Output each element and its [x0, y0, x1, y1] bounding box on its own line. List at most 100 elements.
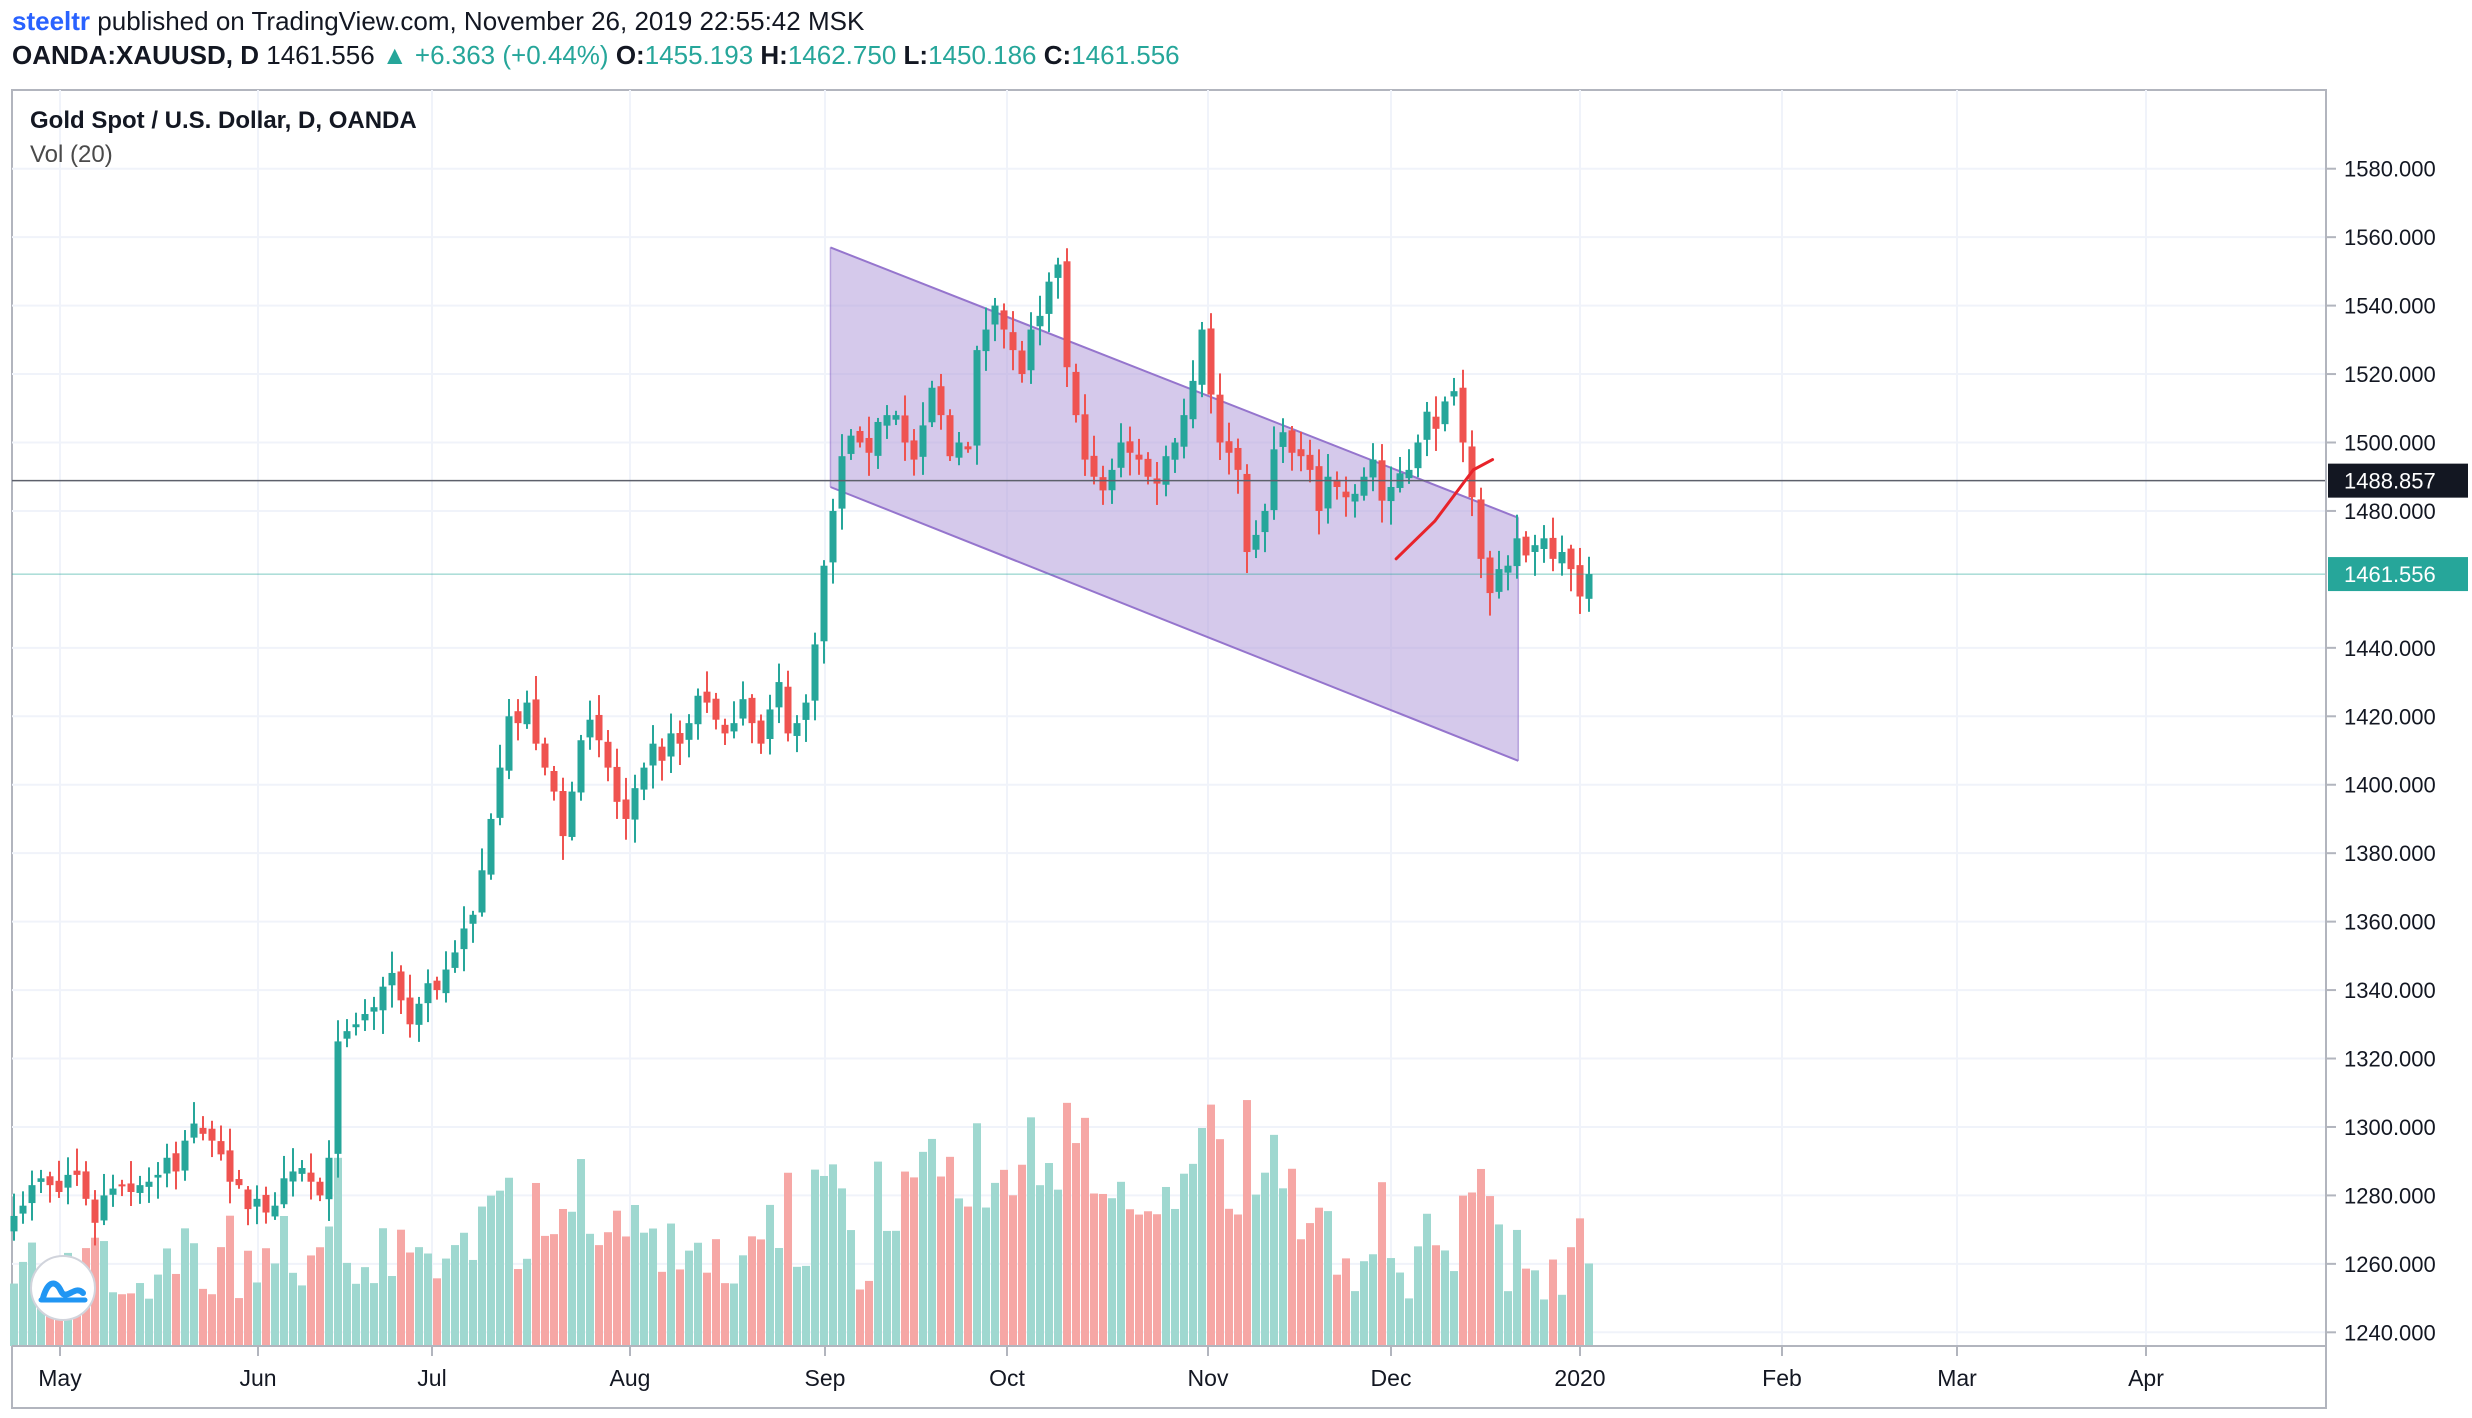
- candle-body: [1036, 315, 1044, 327]
- author-link[interactable]: steeltr: [12, 6, 91, 36]
- candle-body: [406, 997, 414, 1025]
- volume-bar: [226, 1215, 234, 1346]
- candle-body: [991, 305, 999, 325]
- volume-bar: [244, 1250, 252, 1346]
- last-price: 1461.556: [266, 40, 375, 70]
- candle-body: [1198, 329, 1206, 385]
- open-label: O:: [615, 40, 645, 70]
- volume-bar: [1567, 1247, 1575, 1346]
- candle-body: [928, 387, 936, 423]
- candle-body: [676, 733, 684, 744]
- candle-body: [559, 791, 567, 837]
- parallel-channel[interactable]: [829, 246, 1520, 762]
- volume-bar: [1198, 1128, 1206, 1346]
- volume-bar: [1027, 1117, 1035, 1346]
- candle-body: [1549, 537, 1557, 559]
- candle-body: [1045, 281, 1053, 314]
- candle-body: [1297, 449, 1305, 457]
- candle-body: [505, 716, 513, 771]
- volume-bar: [856, 1289, 864, 1346]
- candle-body: [721, 724, 729, 734]
- candle-body: [1369, 459, 1377, 478]
- volume-bar: [1018, 1164, 1026, 1346]
- volume-bar: [1495, 1224, 1503, 1346]
- high-value: 1462.750: [787, 40, 897, 70]
- volume-bar: [1207, 1104, 1215, 1346]
- volume-bar: [1180, 1173, 1188, 1346]
- volume-bar: [73, 1302, 81, 1346]
- price-change: +6.363 (+0.44%): [414, 40, 609, 70]
- crosshair-price-tag: [2328, 463, 2468, 498]
- volume-bar: [1261, 1172, 1269, 1346]
- volume-bar: [730, 1283, 738, 1346]
- candle-body: [910, 440, 918, 460]
- candle-body: [1495, 569, 1503, 592]
- volume-bar: [910, 1177, 918, 1346]
- candle-body: [1162, 456, 1170, 485]
- candle-body: [469, 914, 477, 924]
- candle-body: [1225, 441, 1233, 453]
- volume-bar: [613, 1210, 621, 1346]
- candle-body: [460, 928, 468, 950]
- volume-bar: [1387, 1258, 1395, 1346]
- volume-bar: [1315, 1207, 1323, 1346]
- candle-body: [55, 1180, 63, 1192]
- price-tick-label: 1340.000: [2344, 978, 2436, 1003]
- volume-bar: [496, 1190, 504, 1346]
- candle-body: [829, 510, 837, 563]
- candle-body: [352, 1024, 360, 1028]
- volume-bar: [1252, 1194, 1260, 1346]
- candle-body: [1000, 310, 1008, 330]
- volume-bar: [568, 1211, 576, 1346]
- volume-bar: [1324, 1211, 1332, 1346]
- candle-body: [1099, 477, 1107, 491]
- low-label: L:: [903, 40, 929, 70]
- candle-body: [154, 1174, 162, 1178]
- candle-body: [1333, 479, 1341, 487]
- legend-volume: Vol (20): [30, 141, 113, 168]
- volume-bar: [1279, 1188, 1287, 1346]
- volume-bar: [1288, 1168, 1296, 1346]
- volume-bar: [712, 1239, 720, 1346]
- candle-body: [1351, 493, 1359, 502]
- volume-bar: [289, 1272, 297, 1346]
- candle-body: [1261, 510, 1269, 533]
- volume-bar: [739, 1255, 747, 1346]
- candle-body: [298, 1168, 306, 1174]
- projection-drawing[interactable]: [1394, 458, 1495, 561]
- volume-bar: [199, 1288, 207, 1346]
- candle-body: [1342, 491, 1350, 498]
- candle-body: [280, 1178, 288, 1205]
- time-tick-label: Aug: [610, 1365, 651, 1391]
- candle-body: [1360, 476, 1368, 496]
- tradingview-logo-icon[interactable]: [30, 1255, 96, 1321]
- volume-bar: [379, 1228, 387, 1346]
- volume-bar: [10, 1283, 18, 1346]
- volume-bar: [1126, 1209, 1134, 1346]
- candle-body: [64, 1174, 72, 1188]
- volume-bar: [604, 1232, 612, 1346]
- time-axis[interactable]: May Jun Jul Aug Sep Oct Nov Dec 2020 Feb Mar Apr: [38, 1346, 2164, 1391]
- volume-bar: [1099, 1193, 1107, 1346]
- volume-bar: [1522, 1268, 1530, 1346]
- price-axis[interactable]: 1580.000 1560.000 1540.000 1520.000 1500.000…: [2326, 157, 2436, 1346]
- candle-body: [1090, 455, 1098, 477]
- candle-body: [1306, 454, 1314, 470]
- price-tick-label: 1480.000: [2344, 499, 2436, 524]
- candle-body: [478, 870, 486, 913]
- time-tick-label: Feb: [1762, 1365, 1802, 1391]
- candle-body: [1423, 411, 1431, 440]
- candle-body: [865, 437, 873, 453]
- candle-body: [631, 788, 639, 820]
- candle-body: [1288, 430, 1296, 453]
- volume-bar: [1189, 1163, 1197, 1346]
- time-tick-label: Mar: [1937, 1365, 1977, 1391]
- volume-bar: [334, 1157, 342, 1346]
- volume-bar: [694, 1242, 702, 1346]
- candle-body: [289, 1171, 297, 1182]
- candle-body: [1063, 261, 1071, 368]
- price-tick-label: 1440.000: [2344, 636, 2436, 661]
- candle-body: [1081, 414, 1089, 460]
- volume-bar: [352, 1283, 360, 1346]
